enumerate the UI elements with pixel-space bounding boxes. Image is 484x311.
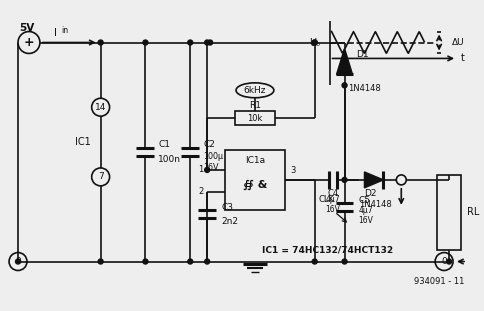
Text: 100n: 100n — [158, 156, 182, 165]
Text: 0: 0 — [441, 257, 447, 266]
Text: 6kHz: 6kHz — [243, 86, 266, 95]
Text: R1: R1 — [249, 101, 261, 110]
Text: 1N4148: 1N4148 — [360, 200, 392, 209]
Text: 4µ7
16V: 4µ7 16V — [359, 206, 373, 225]
Text: C5: C5 — [359, 196, 370, 205]
Circle shape — [143, 40, 148, 45]
Polygon shape — [364, 172, 383, 188]
Text: D1: D1 — [357, 50, 369, 59]
Text: C4: C4 — [327, 189, 338, 198]
Text: t: t — [461, 53, 465, 63]
Circle shape — [205, 259, 210, 264]
Text: IC1: IC1 — [75, 137, 91, 147]
Circle shape — [205, 40, 210, 45]
Text: 7: 7 — [98, 172, 104, 181]
Text: IC1a: IC1a — [245, 156, 265, 165]
Text: CLK: CLK — [318, 195, 334, 204]
Circle shape — [98, 259, 103, 264]
Circle shape — [447, 259, 452, 264]
Circle shape — [312, 40, 317, 45]
Text: 14: 14 — [95, 103, 106, 112]
Circle shape — [342, 259, 347, 264]
Text: in: in — [61, 26, 68, 35]
Text: 2n2: 2n2 — [221, 217, 238, 226]
Circle shape — [342, 177, 347, 182]
Circle shape — [143, 259, 148, 264]
Text: U₀: U₀ — [309, 38, 319, 48]
Text: ΔU: ΔU — [452, 38, 465, 47]
Text: 934091 - 11: 934091 - 11 — [414, 277, 464, 286]
Text: 0: 0 — [15, 257, 21, 266]
Circle shape — [188, 40, 193, 45]
Polygon shape — [336, 49, 352, 74]
Text: C1: C1 — [158, 140, 170, 149]
Circle shape — [98, 40, 103, 45]
Circle shape — [15, 259, 20, 264]
Circle shape — [342, 83, 347, 88]
Text: 4µ7
16V: 4µ7 16V — [325, 195, 340, 215]
Text: I: I — [54, 28, 57, 38]
Text: ∯ &: ∯ & — [243, 180, 267, 190]
Circle shape — [208, 40, 212, 45]
Circle shape — [312, 40, 317, 45]
Text: C3: C3 — [221, 203, 233, 212]
Text: +: + — [24, 36, 34, 49]
Text: RL: RL — [467, 207, 479, 217]
Text: 5V: 5V — [19, 23, 34, 33]
Circle shape — [205, 167, 210, 172]
Text: C2: C2 — [203, 140, 215, 149]
Text: 1N4148: 1N4148 — [348, 84, 381, 93]
Circle shape — [188, 259, 193, 264]
Text: IC1 = 74HC132/74HCT132: IC1 = 74HC132/74HCT132 — [261, 245, 393, 254]
Text: 3: 3 — [290, 166, 295, 175]
Text: 100µ
16V: 100µ 16V — [203, 152, 223, 172]
Text: 10k: 10k — [247, 114, 263, 123]
Text: 1: 1 — [198, 165, 204, 174]
Text: 2: 2 — [198, 187, 204, 196]
Text: D2: D2 — [364, 189, 377, 198]
Circle shape — [312, 259, 317, 264]
